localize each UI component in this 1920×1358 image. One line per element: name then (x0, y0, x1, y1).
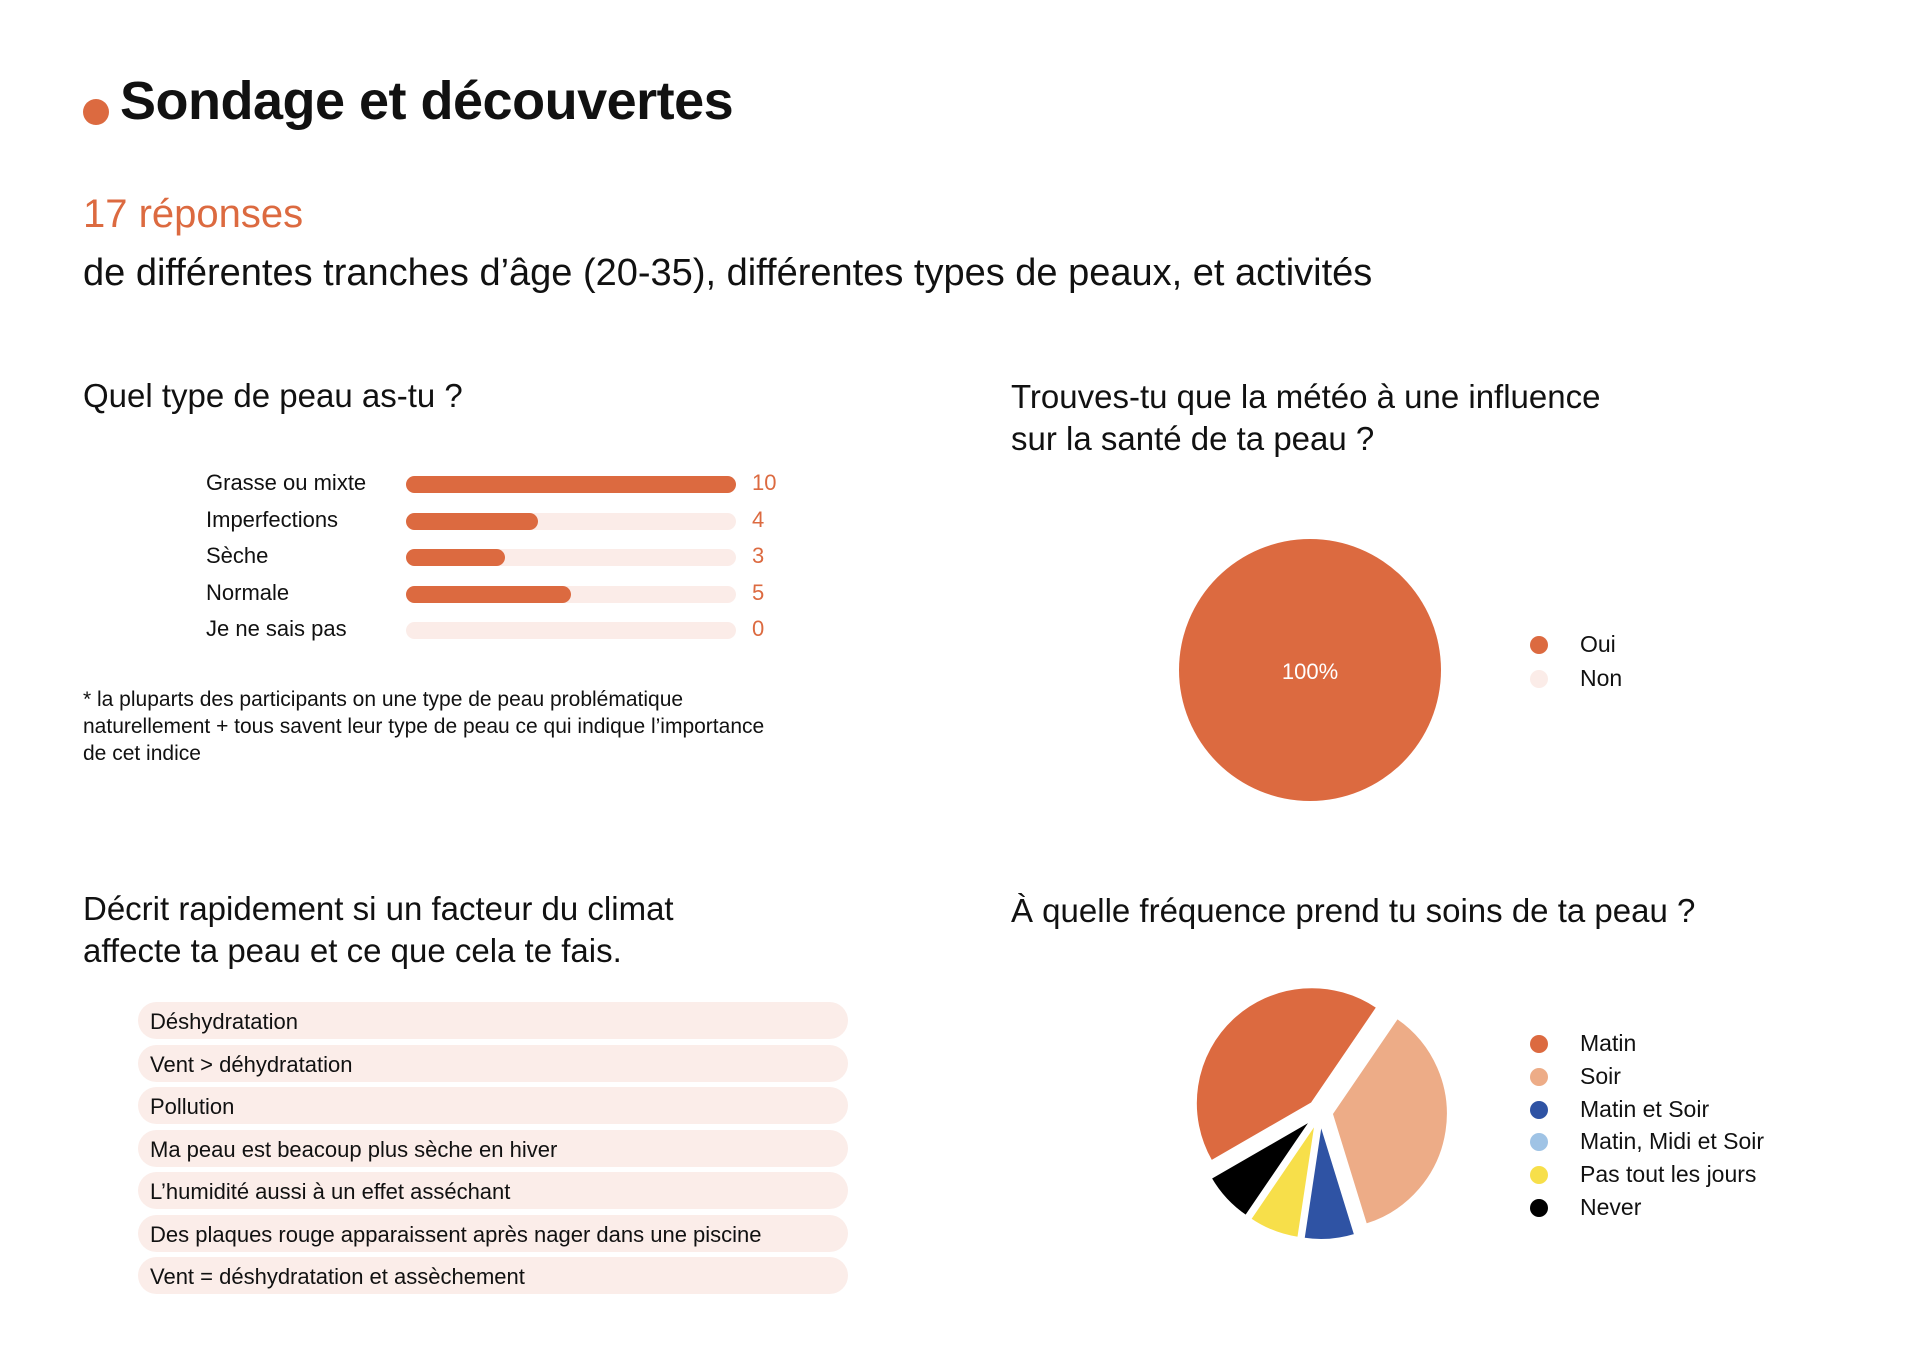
bar-value-label: 10 (752, 470, 777, 495)
legend-swatch-icon (1530, 1166, 1548, 1185)
legend-swatch-icon (1530, 636, 1548, 654)
bar-row: Sèche 3 (206, 539, 826, 573)
weather-pie-chart: 100% (1179, 539, 1441, 801)
climate-answer-text: Des plaques rouge apparaissent après nag… (150, 1221, 762, 1247)
bar-category-label: Grasse ou mixte (206, 470, 367, 495)
climate-answer-text: Vent = déshydratation et assèchement (150, 1264, 525, 1289)
page-subtitle: de différentes tranches d’âge (20-35), d… (83, 252, 1373, 294)
climate-answer-item: Vent = déshydratation et assèchement (138, 1257, 848, 1294)
legend-label: Non (1580, 665, 1623, 691)
bar-category-label: Sèche (206, 543, 269, 568)
pie-slice-soir (1330, 1016, 1449, 1226)
frequency-question: À quelle fréquence prend tu soins de ta … (1011, 892, 1696, 929)
bar-row: Je ne sais pas 0 (206, 612, 826, 646)
page-title: Sondage et découvertes (120, 71, 734, 131)
climate-answer-item: Vent > déhydratation (138, 1044, 848, 1082)
bar-category-label: Imperfections (206, 506, 339, 532)
legend-label: Soir (1580, 1062, 1621, 1089)
climate-question: Décrit rapidement si un facteur du clima… (83, 888, 674, 972)
skin-type-question: Quel type de peau as-tu ? (83, 377, 463, 414)
bar-row: Normale 5 (206, 576, 826, 610)
climate-answer-item: L’humidité aussi à un effet asséchant (138, 1172, 848, 1209)
bar-row: Imperfections 4 (206, 503, 826, 537)
frequency-pie-chart (1194, 986, 1449, 1241)
climate-question-line-2: affecte ta peau et ce que cela te fais. (83, 932, 622, 969)
legend-label: Pas tout les jours (1580, 1161, 1757, 1188)
response-count: 17 réponses (83, 192, 304, 236)
legend-label: Matin, Midi et Soir (1580, 1128, 1765, 1155)
pie-slice-label: 100% (1282, 659, 1338, 684)
climate-answer-text: Déshydratation (150, 1009, 298, 1034)
legend-label: Oui (1580, 631, 1616, 657)
bar-value-label: 5 (752, 579, 765, 605)
pie-slice-oui (1179, 539, 1441, 801)
climate-answer-text: Pollution (150, 1094, 235, 1119)
climate-answer-item: Des plaques rouge apparaissent après nag… (138, 1214, 848, 1252)
bar-track (406, 512, 736, 530)
legend-label: Never (1580, 1194, 1642, 1220)
pie-slice-pas-tout-les-jours (1248, 1122, 1317, 1240)
bar-category-label: Je ne sais pas (206, 616, 347, 641)
bar (406, 512, 538, 530)
title-bullet-dot (83, 99, 109, 125)
weather-question-line-2: sur la santé de ta peau ? (1011, 420, 1375, 457)
legend-swatch-icon (1530, 1133, 1548, 1152)
bar (406, 549, 505, 566)
climate-answer-text: L’humidité aussi à un effet asséchant (150, 1179, 511, 1204)
climate-answer-text: Vent > déhydratation (150, 1051, 353, 1077)
bar-value-label: 0 (752, 616, 765, 641)
climate-answer-item: Déshydratation (138, 1002, 848, 1039)
pie-slice-never (1209, 1119, 1313, 1218)
legend-swatch-icon (1530, 1199, 1548, 1217)
legend-swatch-icon (1530, 670, 1548, 688)
climate-answer-text: Ma peau est beacoup plus sèche en hiver (150, 1136, 558, 1162)
bar-value-label: 3 (752, 543, 765, 568)
legend-swatch-icon (1530, 1100, 1548, 1119)
weather-question: Trouves-tu que la météo à une influence … (1011, 376, 1600, 460)
climate-answer-item: Pollution (138, 1087, 848, 1124)
bar-row: Grasse ou mixte 10 (206, 466, 826, 500)
climate-question-line-1: Décrit rapidement si un facteur du clima… (83, 890, 674, 927)
legend-label: Matin (1580, 1030, 1637, 1056)
bar-value-label: 4 (752, 506, 765, 532)
legend-swatch-icon (1530, 1035, 1548, 1053)
bar-track (406, 622, 736, 639)
pie-slice-matin (1194, 986, 1379, 1163)
legend-swatch-icon (1530, 1067, 1548, 1086)
bar-track (406, 476, 736, 493)
climate-answer-item: Ma peau est beacoup plus sèche en hiver (138, 1129, 848, 1167)
pie-slice-matin-et-soir (1302, 1123, 1357, 1241)
bar (406, 476, 736, 493)
legend-label: Matin et Soir (1580, 1095, 1710, 1122)
bar-track (406, 549, 736, 566)
bar (406, 585, 571, 603)
bar-track (406, 585, 736, 603)
skin-type-note: * la pluparts des participants on une ty… (83, 688, 765, 765)
bar-category-label: Normale (206, 579, 290, 605)
weather-question-line-1: Trouves-tu que la météo à une influence (1011, 378, 1601, 415)
